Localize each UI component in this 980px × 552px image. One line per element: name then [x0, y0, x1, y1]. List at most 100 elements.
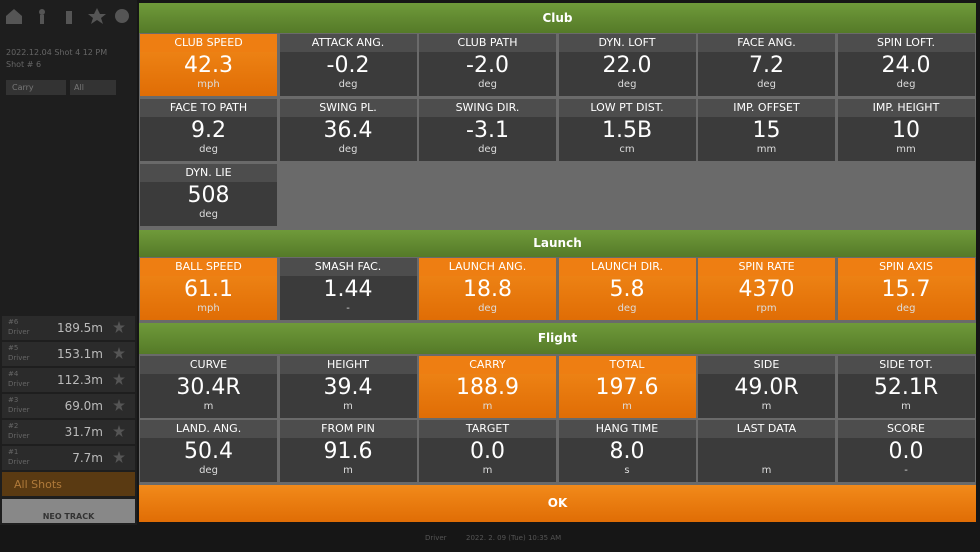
metric-unit: deg: [757, 79, 776, 90]
metric-unit: m: [761, 465, 772, 476]
metric-tile: DYN. LIE 508 deg: [140, 164, 277, 226]
metric-tile: FACE ANG. 7.2 deg: [698, 34, 835, 96]
metric-label: SWING PL.: [279, 99, 417, 117]
metric-tile: IMP. OFFSET 15 mm: [698, 99, 835, 161]
star-icon[interactable]: [113, 321, 125, 333]
metric-value: 15: [752, 118, 781, 143]
metric-tile: SIDE TOT. 52.1R m: [837, 356, 975, 418]
metric-value: 5.8: [609, 277, 645, 302]
metric-tile: SPIN AXIS 15.7 deg: [837, 258, 975, 320]
metric-value: 30.4R: [176, 375, 241, 400]
metric-value: -3.1: [466, 118, 509, 143]
filter-dropdown[interactable]: All: [70, 80, 116, 95]
shot-row[interactable]: #4 Driver 112.3m: [2, 368, 135, 392]
metric-tile: SCORE 0.0-: [837, 420, 975, 482]
brand-logo: NEO TRACK: [2, 499, 135, 523]
shot-number: #2: [8, 422, 19, 430]
metric-label: CARRY: [419, 356, 556, 374]
metric-value: 9.2: [191, 118, 226, 143]
metric-unit: m: [622, 401, 632, 412]
shot-club: Driver: [8, 354, 30, 362]
shot-row[interactable]: #6 Driver 189.5m: [2, 316, 135, 340]
metric-value: 91.6: [323, 439, 373, 464]
metric-unit: deg: [199, 465, 218, 476]
metric-unit: deg: [338, 79, 358, 90]
shot-club: Driver: [8, 406, 30, 414]
star-icon[interactable]: [113, 347, 125, 359]
metric-label: IMP. OFFSET: [698, 99, 835, 117]
metric-tile: LAUNCH ANG. 18.8 deg: [419, 258, 556, 320]
metric-label: SPIN AXIS: [837, 258, 975, 276]
metric-label: BALL SPEED: [140, 258, 277, 276]
metric-tile: CURVE 30.4R m: [140, 356, 277, 418]
metric-label: TARGET: [419, 420, 556, 438]
shot-row[interactable]: #5 Driver 153.1m: [2, 342, 135, 366]
metric-value: 7.2: [749, 53, 784, 78]
metric-label: TOTAL: [558, 356, 696, 374]
metric-unit: -: [904, 465, 908, 476]
ok-button[interactable]: OK: [139, 485, 976, 522]
shot-club: Driver: [8, 458, 30, 466]
metric-label: FACE TO PATH: [140, 99, 277, 117]
shot-distance: 69.0m: [64, 399, 103, 413]
metric-label: DYN. LOFT: [558, 34, 696, 52]
star-icon[interactable]: [113, 425, 125, 437]
metric-unit: m: [482, 465, 493, 476]
shot-number: #6: [8, 318, 19, 326]
metric-unit: deg: [338, 144, 358, 155]
metric-value: 50.4: [184, 439, 233, 464]
section-header: Club: [139, 3, 976, 33]
metric-unit: mm: [756, 144, 777, 155]
shot-row[interactable]: #2 Driver 31.7m: [2, 420, 135, 444]
metric-tile: SMASH FAC. 1.44-: [279, 258, 417, 320]
metric-value: 10: [892, 118, 920, 143]
filter-dropdown[interactable]: Carry: [6, 80, 66, 95]
metric-value: 42.3: [184, 53, 233, 78]
metric-tile: CARRY 188.9 m: [419, 356, 556, 418]
metric-value: 1.44: [323, 277, 373, 302]
metric-label: LAND. ANG.: [140, 420, 277, 438]
shot-row[interactable]: #3 Driver 69.0m: [2, 394, 135, 418]
metric-unit: m: [761, 401, 772, 412]
metric-tile: SWING PL. 36.4 deg: [279, 99, 417, 161]
metric-value: 18.8: [463, 277, 512, 302]
metric-label: SWING DIR.: [419, 99, 556, 117]
metric-tile: IMP. HEIGHT 10 mm: [837, 99, 975, 161]
metric-value: -2.0: [466, 53, 509, 78]
shot-number: #4: [8, 370, 19, 378]
metric-tile: DYN. LOFT 22.0 deg: [558, 34, 696, 96]
star-icon[interactable]: [113, 399, 125, 411]
metric-label: SIDE: [698, 356, 835, 374]
metric-label: ATTACK ANG.: [279, 34, 417, 52]
shot-distance: 153.1m: [56, 347, 103, 361]
shot-distance: 31.7m: [64, 425, 103, 439]
metric-tile: LAUNCH DIR. 5.8 deg: [558, 258, 696, 320]
shot-club: Driver: [8, 432, 30, 440]
metric-tile: SPIN RATE 4370 rpm: [698, 258, 835, 320]
metric-label: FROM PIN: [279, 420, 417, 438]
metric-unit: deg: [896, 79, 916, 90]
shot-number: #3: [8, 396, 19, 404]
metric-unit: deg: [199, 144, 218, 155]
star-icon[interactable]: [113, 451, 125, 463]
metric-label: SMASH FAC.: [279, 258, 417, 276]
metric-tile: HANG TIME 8.0 s: [558, 420, 696, 482]
metric-unit: cm: [619, 144, 635, 155]
shot-number: #5: [8, 344, 19, 352]
metric-label: HEIGHT: [279, 356, 417, 374]
all-shots-button[interactable]: All Shots: [2, 472, 135, 496]
metric-label: FACE ANG.: [698, 34, 835, 52]
metric-unit: m: [901, 401, 911, 412]
metric-label: IMP. HEIGHT: [837, 99, 975, 117]
metric-unit: deg: [896, 303, 916, 314]
shot-distance: 112.3m: [56, 373, 103, 387]
metric-unit: m: [343, 465, 353, 476]
metric-value: 39.4: [323, 375, 373, 400]
metric-value: 61.1: [184, 277, 233, 302]
metric-unit: m: [482, 401, 493, 412]
metric-label: SIDE TOT.: [837, 356, 975, 374]
status-club: Driver: [425, 534, 447, 542]
shot-row[interactable]: #1 Driver 7.7m: [2, 446, 135, 470]
star-icon[interactable]: [113, 373, 125, 385]
